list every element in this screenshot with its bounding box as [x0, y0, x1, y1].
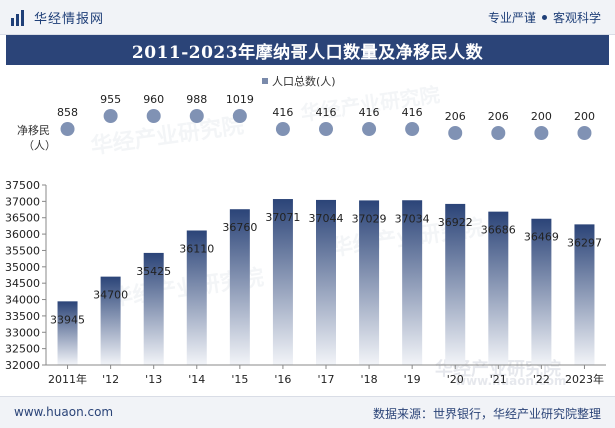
y-tick-label: 36000: [5, 228, 40, 241]
net-migration-value-label: 955: [100, 93, 121, 106]
population-value-label: 37034: [395, 212, 430, 225]
population-bar: [229, 209, 250, 365]
x-tick-label: '19: [404, 373, 421, 386]
population-bar: [359, 200, 380, 365]
brand-name: 华经情报网: [34, 12, 105, 27]
x-tick-label: 2023年: [565, 372, 604, 386]
y-tick-label: 37500: [5, 179, 40, 192]
title-bar: 2011-2023年摩纳哥人口数量及净移民人数: [6, 35, 609, 65]
net-migration-value-label: 988: [186, 93, 207, 106]
net-migration-dot: [534, 126, 549, 140]
net-migration-value-label: 206: [445, 110, 466, 123]
net-migration-label-line2: （人）: [23, 139, 56, 152]
y-tick-label: 34500: [5, 277, 40, 290]
slogan: 专业严谨 客观科学: [488, 9, 601, 26]
population-value-label: 34700: [93, 289, 128, 302]
x-tick-label: '21: [490, 373, 507, 386]
population-value-label: 36686: [481, 224, 516, 237]
y-tick-label: 33000: [5, 326, 40, 339]
net-migration-value-label: 200: [574, 110, 595, 123]
x-tick-label: 2011年: [48, 372, 87, 386]
brand-logo[interactable]: 华经情报网: [10, 8, 104, 27]
population-value-label: 35425: [136, 265, 171, 278]
population-value-label: 36110: [179, 242, 214, 255]
population-bar: [57, 301, 78, 365]
y-tick-label: 32000: [5, 359, 40, 372]
x-tick-label: '14: [188, 373, 205, 386]
top-bar: 华经情报网 专业严谨 客观科学: [0, 0, 615, 35]
chart-title: 2011-2023年摩纳哥人口数量及净移民人数: [131, 42, 484, 63]
population-bar: [531, 218, 552, 365]
population-value-label: 36469: [524, 231, 559, 244]
population-value-label: 36922: [438, 216, 473, 229]
net-migration-value-label: 416: [359, 106, 380, 119]
net-migration-dot: [362, 122, 377, 136]
net-migration-value-label: 858: [57, 106, 78, 119]
population-bar: [445, 203, 466, 365]
net-migration-value-label: 206: [488, 110, 509, 123]
footer: www.huaon.com 数据来源：世界银行，华经产业研究院整理: [0, 396, 615, 428]
population-bar: [488, 211, 509, 365]
net-migration-dot: [189, 109, 204, 123]
population-value-label: 37029: [352, 212, 387, 225]
slogan-right: 客观科学: [552, 11, 601, 25]
population-value-label: 36760: [222, 221, 257, 234]
y-tick-label: 36500: [5, 212, 40, 225]
y-tick-label: 34000: [5, 294, 40, 307]
net-migration-dot: [319, 122, 333, 136]
footer-url[interactable]: www.huaon.com: [14, 405, 114, 419]
net-migration-dot: [491, 126, 506, 140]
legend: 人口总数(人): [262, 74, 336, 88]
population-bar: [316, 199, 336, 365]
x-tick-label: '16: [274, 373, 291, 386]
slogan-dot-icon: [541, 15, 547, 20]
population-value-label: 37044: [309, 212, 344, 225]
population-value-label: 33945: [50, 313, 85, 326]
y-tick-label: 32500: [5, 343, 40, 356]
y-tick-label: 35000: [5, 261, 40, 274]
net-migration-label-line1: 净移民: [17, 123, 50, 137]
net-migration-dot: [405, 122, 420, 136]
y-tick-label: 37000: [5, 195, 40, 208]
x-tick-label: '20: [447, 373, 464, 386]
population-bar: [186, 230, 207, 365]
population-bar: [574, 224, 595, 365]
net-migration-dot: [146, 109, 161, 123]
legend-swatch: [262, 78, 268, 84]
net-migration-value-label: 416: [316, 106, 337, 119]
net-migration-value-label: 960: [143, 93, 164, 106]
brand-logo-icon: [11, 9, 24, 26]
slogan-left: 专业严谨: [487, 11, 536, 25]
net-migration-dot: [275, 122, 290, 136]
x-tick-label: '13: [145, 373, 162, 386]
population-bar: [402, 200, 423, 365]
net-migration-value-label: 416: [402, 106, 423, 119]
population-bar: [100, 276, 121, 365]
net-migration-value-label: 200: [531, 110, 552, 123]
net-migration-dot: [60, 122, 75, 136]
y-tick-label: 35500: [5, 244, 40, 257]
y-tick-label: 33500: [5, 310, 40, 323]
net-migration-dot: [232, 109, 247, 123]
population-bar: [272, 199, 293, 365]
x-tick-label: '12: [102, 373, 119, 386]
net-migration-dot: [103, 109, 118, 123]
net-migration-value-label: 416: [272, 106, 293, 119]
x-tick-label: '17: [317, 373, 334, 386]
net-migration-dot: [577, 126, 592, 140]
footer-source: 数据来源：世界银行，华经产业研究院整理: [372, 407, 601, 421]
population-value-label: 36297: [567, 236, 602, 249]
net-migration-dot: [448, 126, 463, 140]
population-value-label: 37071: [265, 211, 300, 224]
x-tick-label: '15: [231, 373, 248, 386]
x-tick-label: '22: [533, 373, 550, 386]
x-tick-label: '18: [361, 373, 378, 386]
population-bar: [143, 252, 164, 365]
legend-label: 人口总数(人): [272, 74, 336, 88]
net-migration-value-label: 1019: [226, 93, 254, 106]
